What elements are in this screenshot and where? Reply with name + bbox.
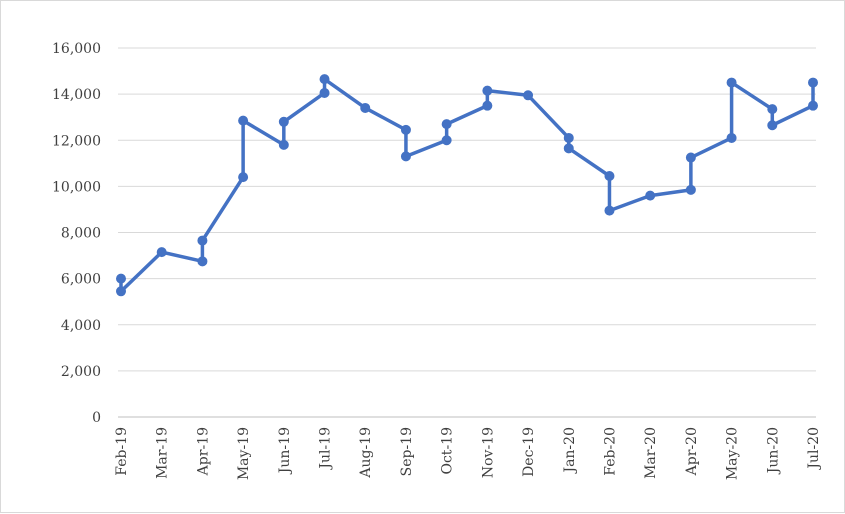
x-tick-label: Apr-19 (195, 427, 211, 476)
x-tick-label: Jul-20 (806, 427, 822, 471)
data-point (441, 135, 452, 146)
y-tick-label: 8,000 (61, 226, 101, 242)
x-tick-label: Feb-19 (114, 427, 130, 476)
x-tick-label: May-19 (236, 427, 252, 480)
data-point (319, 87, 330, 98)
data-point (685, 184, 696, 195)
y-tick-label: 2,000 (61, 364, 101, 380)
data-point (726, 77, 737, 88)
x-tick-label: Nov-19 (480, 427, 496, 478)
y-tick-label: 4,000 (61, 318, 101, 334)
data-point (767, 104, 778, 115)
data-point (645, 190, 656, 201)
x-tick-label: Dec-19 (521, 427, 537, 477)
y-tick-label: 10,000 (52, 179, 101, 195)
data-point (400, 124, 411, 135)
y-tick-label: 12,000 (52, 133, 101, 149)
y-tick-label: 14,000 (52, 87, 101, 103)
x-tick-label: Oct-19 (440, 427, 456, 475)
x-tick-label: Feb-20 (602, 427, 618, 476)
x-tick-label: Jul-19 (318, 427, 334, 471)
x-tick-label: Sep-19 (399, 427, 415, 476)
data-point (523, 90, 534, 101)
data-point (604, 170, 615, 181)
data-point (278, 139, 289, 150)
y-tick-label: 0 (92, 410, 101, 426)
data-point (767, 120, 778, 131)
y-axis-tick-labels: 0 2,000 4,000 6,000 8,000 10,000 12,000 14,000 1… (52, 41, 101, 426)
data-point (441, 119, 452, 130)
data-point (482, 85, 493, 96)
data-point (563, 132, 574, 143)
data-point (156, 247, 167, 258)
data-point (116, 273, 126, 284)
data-point (238, 172, 249, 183)
data-point (808, 100, 818, 111)
x-tick-label: Mar-20 (643, 427, 659, 479)
x-tick-label: Mar-19 (155, 427, 171, 479)
x-tick-label: May-20 (725, 427, 741, 480)
x-tick-label: Aug-19 (358, 427, 374, 479)
x-tick-label: Jun-19 (277, 427, 293, 475)
series (116, 74, 818, 297)
data-point (278, 116, 289, 127)
x-tick-label: Jun-20 (765, 427, 781, 475)
series-line (119, 77, 815, 294)
y-tick-label: 6,000 (61, 272, 101, 288)
data-point (319, 74, 330, 85)
gridlines (118, 47, 816, 372)
x-tick-label: Jan-20 (562, 427, 578, 475)
data-point (400, 151, 411, 162)
data-point (604, 205, 615, 216)
data-point (197, 235, 208, 246)
data-point (726, 132, 737, 143)
data-point (360, 102, 371, 113)
x-tick-label: Apr-20 (684, 427, 700, 476)
data-point (808, 77, 818, 88)
x-axis-tick-labels: Feb-19 Mar-19 Apr-19 May-19 Jun-19 Jul-19 Aug-… (114, 427, 822, 480)
data-point (238, 115, 249, 126)
y-tick-label: 16,000 (52, 41, 101, 57)
data-point (197, 256, 208, 267)
data-point (685, 152, 696, 163)
data-point (482, 100, 493, 111)
data-point (116, 286, 126, 297)
data-point (563, 143, 574, 154)
